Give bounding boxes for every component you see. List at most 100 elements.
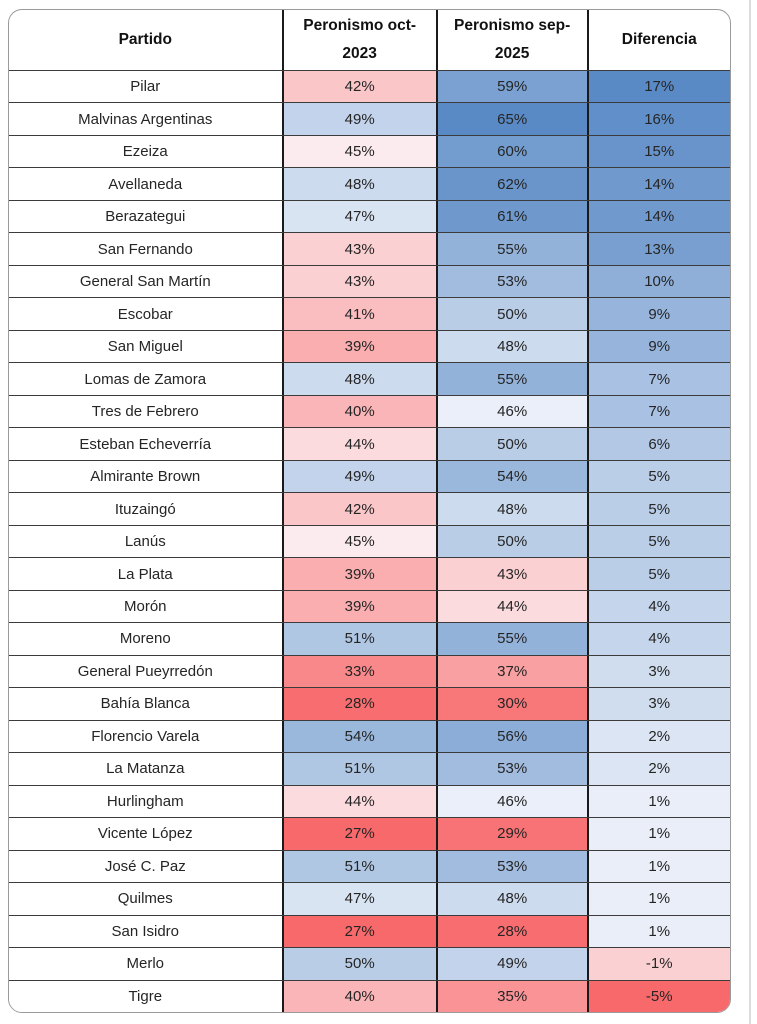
oct-value-cell: 41% bbox=[281, 298, 436, 330]
diferencia-value-cell: 10% bbox=[586, 265, 730, 298]
table-row: Merlo 50% 49% -1% bbox=[9, 947, 730, 980]
diferencia-value-cell: 14% bbox=[586, 168, 730, 200]
partido-cell: Moreno bbox=[9, 623, 282, 655]
partido-cell: Almirante Brown bbox=[9, 460, 282, 493]
sep-value-cell: 55% bbox=[435, 233, 587, 265]
diferencia-value-cell: 1% bbox=[586, 915, 730, 948]
partido-cell: Ituzaingó bbox=[9, 493, 282, 525]
table-row: Malvinas Argentinas 49% 65% 16% bbox=[9, 102, 730, 135]
table-row: Pilar 42% 59% 17% bbox=[9, 70, 730, 103]
partido-cell: Tres de Febrero bbox=[9, 395, 282, 428]
oct-value-cell: 51% bbox=[281, 850, 436, 883]
partido-cell: Escobar bbox=[9, 298, 282, 330]
partido-cell: San Miguel bbox=[9, 330, 282, 363]
sep-value-cell: 49% bbox=[435, 948, 587, 980]
partido-cell: Lanús bbox=[9, 525, 282, 558]
table-row: San Miguel 39% 48% 9% bbox=[9, 329, 730, 363]
header-cell-sep2025-line: 2025 bbox=[494, 45, 530, 62]
table-row: Quilmes 47% 48% 1% bbox=[9, 882, 730, 915]
table-row: Escobar 41% 50% 9% bbox=[9, 297, 730, 330]
partido-cell: Tigre bbox=[9, 980, 282, 1012]
diferencia-value-cell: 2% bbox=[586, 753, 730, 785]
sep-value-cell: 46% bbox=[435, 395, 587, 428]
partido-cell: Bahía Blanca bbox=[9, 688, 282, 720]
diferencia-value-cell: 5% bbox=[586, 493, 730, 525]
partido-cell: La Plata bbox=[9, 558, 282, 590]
table-row: Esteban Echeverría 44% 50% 6% bbox=[9, 427, 730, 460]
diferencia-value-cell: 5% bbox=[586, 558, 730, 590]
partido-cell: General San Martín bbox=[9, 265, 282, 298]
sep-value-cell: 53% bbox=[435, 753, 587, 785]
partido-cell: San Fernando bbox=[9, 233, 282, 265]
sep-value-cell: 56% bbox=[435, 720, 587, 753]
header-cell-oct2023: Peronismo oct- 2023 bbox=[281, 10, 436, 70]
oct-value-cell: 43% bbox=[281, 233, 436, 265]
sep-value-cell: 28% bbox=[435, 915, 587, 948]
table-row: San Fernando 43% 55% 13% bbox=[9, 232, 730, 265]
sep-value-cell: 48% bbox=[435, 330, 587, 363]
table-row: La Matanza 51% 53% 2% bbox=[9, 752, 730, 785]
diferencia-value-cell: -5% bbox=[586, 980, 730, 1012]
sep-value-cell: 37% bbox=[435, 655, 587, 688]
table-row: Florencio Varela 54% 56% 2% bbox=[9, 719, 730, 753]
header-cell-oct2023-line: 2023 bbox=[342, 45, 377, 62]
diferencia-value-cell: 16% bbox=[586, 103, 730, 135]
partido-cell: Florencio Varela bbox=[9, 720, 282, 753]
oct-value-cell: 43% bbox=[281, 265, 436, 298]
partido-cell: Berazategui bbox=[9, 200, 282, 233]
table-row: Lomas de Zamora 48% 55% 7% bbox=[9, 362, 730, 395]
oct-value-cell: 42% bbox=[281, 71, 436, 103]
partido-cell: Malvinas Argentinas bbox=[9, 103, 282, 135]
sep-value-cell: 65% bbox=[435, 103, 587, 135]
partido-cell: Esteban Echeverría bbox=[9, 428, 282, 460]
sep-value-cell: 61% bbox=[435, 200, 587, 233]
diferencia-value-cell: 5% bbox=[586, 460, 730, 493]
table-row: La Plata 39% 43% 5% bbox=[9, 557, 730, 590]
diferencia-value-cell: 14% bbox=[586, 200, 730, 233]
table-row: Bahía Blanca 28% 30% 3% bbox=[9, 687, 730, 720]
partido-cell: General Pueyrredón bbox=[9, 655, 282, 688]
diferencia-value-cell: 3% bbox=[586, 688, 730, 720]
diferencia-value-cell: -1% bbox=[586, 948, 730, 980]
sep-value-cell: 48% bbox=[435, 493, 587, 525]
partido-cell: Lomas de Zamora bbox=[9, 363, 282, 395]
sep-value-cell: 62% bbox=[435, 168, 587, 200]
oct-value-cell: 39% bbox=[281, 558, 436, 590]
sep-value-cell: 50% bbox=[435, 298, 587, 330]
diferencia-value-cell: 3% bbox=[586, 655, 730, 688]
sep-value-cell: 60% bbox=[435, 135, 587, 168]
table-row: Avellaneda 48% 62% 14% bbox=[9, 167, 730, 200]
diferencia-value-cell: 1% bbox=[586, 785, 730, 818]
partido-cell: Morón bbox=[9, 590, 282, 623]
partido-cell: La Matanza bbox=[9, 753, 282, 785]
partido-cell: Merlo bbox=[9, 948, 282, 980]
table-row: José C. Paz 51% 53% 1% bbox=[9, 849, 730, 883]
header-cell-partido-line: Partido bbox=[118, 31, 172, 49]
table-row: Ituzaingó 42% 48% 5% bbox=[9, 492, 730, 525]
table-row: Vicente López 27% 29% 1% bbox=[9, 817, 730, 850]
oct-value-cell: 51% bbox=[281, 753, 436, 785]
diferencia-value-cell: 5% bbox=[586, 525, 730, 558]
oct-value-cell: 44% bbox=[281, 785, 436, 818]
header-cell-sep2025-line: Peronismo sep- bbox=[454, 17, 571, 35]
sep-value-cell: 46% bbox=[435, 785, 587, 818]
partido-cell: José C. Paz bbox=[9, 850, 282, 883]
header-cell-partido: Partido bbox=[9, 10, 282, 70]
diferencia-value-cell: 13% bbox=[586, 233, 730, 265]
peronismo-comparison-table: Partido Peronismo oct- 2023 Peronismo sep- 2… bbox=[8, 9, 731, 1013]
table-row: General Pueyrredón 33% 37% 3% bbox=[9, 654, 730, 688]
sep-value-cell: 30% bbox=[435, 688, 587, 720]
diferencia-value-cell: 4% bbox=[586, 590, 730, 623]
table-row: General San Martín 43% 53% 10% bbox=[9, 264, 730, 298]
diferencia-value-cell: 1% bbox=[586, 818, 730, 850]
diferencia-value-cell: 9% bbox=[586, 330, 730, 363]
table-row: Berazategui 47% 61% 14% bbox=[9, 199, 730, 233]
oct-value-cell: 33% bbox=[281, 655, 436, 688]
oct-value-cell: 47% bbox=[281, 200, 436, 233]
diferencia-value-cell: 1% bbox=[586, 883, 730, 915]
table-row: Lanús 45% 50% 5% bbox=[9, 524, 730, 558]
oct-value-cell: 54% bbox=[281, 720, 436, 753]
table-row: Morón 39% 44% 4% bbox=[9, 589, 730, 623]
oct-value-cell: 45% bbox=[281, 135, 436, 168]
oct-value-cell: 51% bbox=[281, 623, 436, 655]
